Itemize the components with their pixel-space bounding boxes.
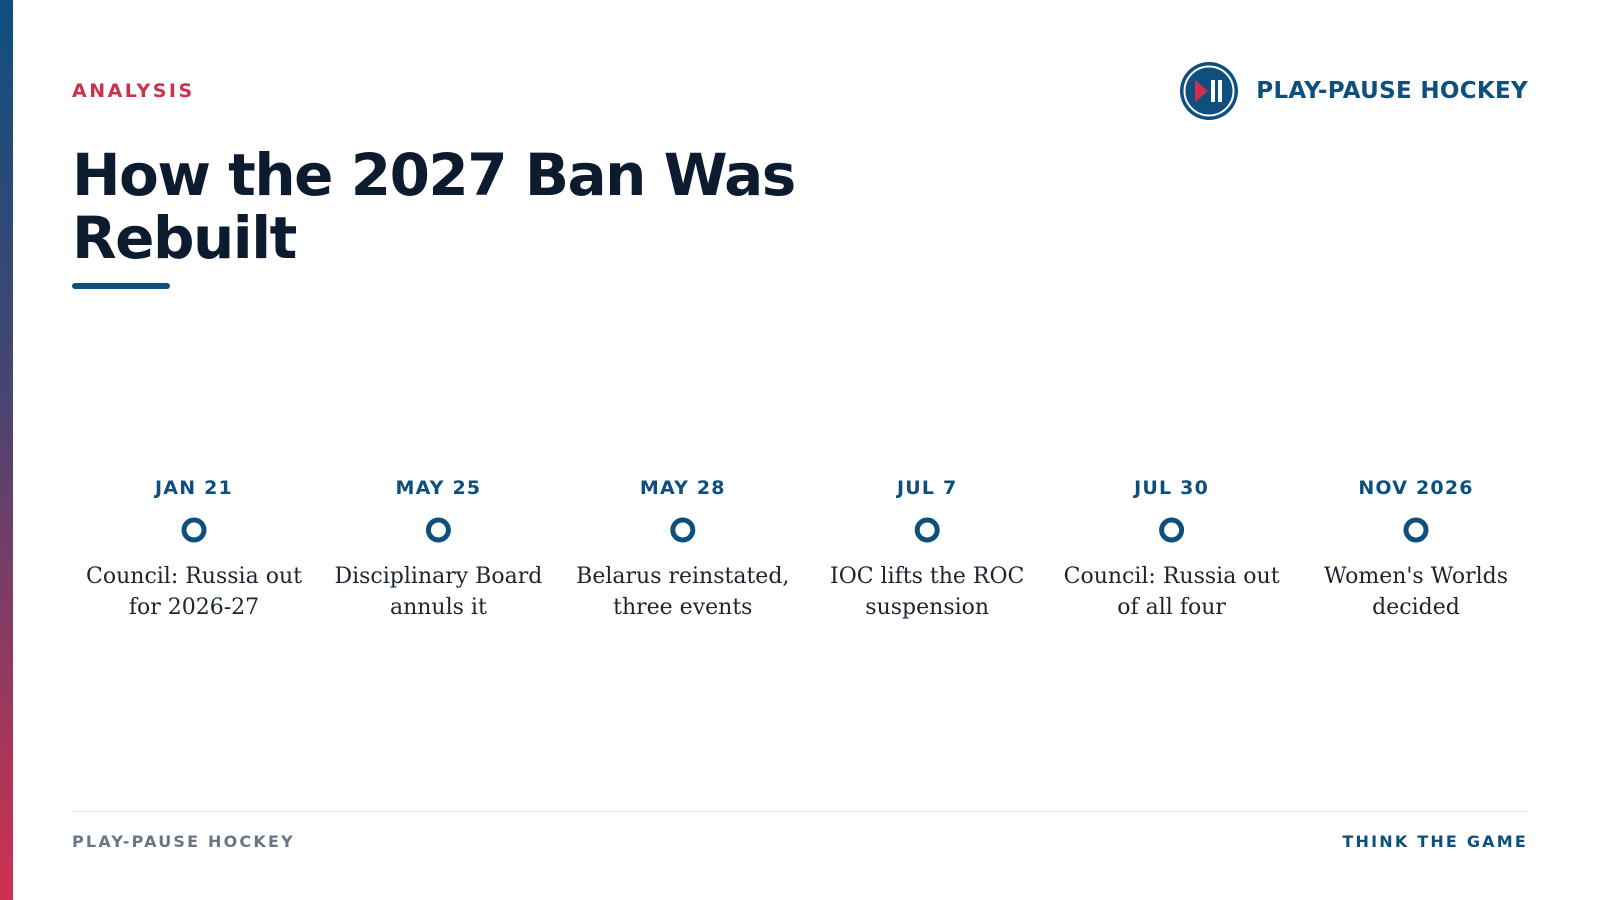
timeline-event-label: Women's Worlds decided [1323, 564, 1509, 620]
page-title: How the 2027 Ban Was Rebuilt [72, 141, 796, 272]
footer-divider [72, 811, 1528, 812]
timeline-event-label: Belarus reinstated, three events [576, 564, 790, 620]
accent-side-bar [0, 0, 13, 900]
timeline-date: MAY 25 [395, 477, 481, 499]
timeline-node [181, 517, 207, 543]
timeline-event-label: IOC lifts the ROC suspension [830, 564, 1025, 620]
timeline-node [1403, 517, 1429, 543]
timeline-event-label: Council: Russia out of all four [1063, 564, 1280, 620]
timeline-node [425, 517, 451, 543]
footer-tagline: THINK THE GAME [1342, 832, 1528, 851]
footer-brand: PLAY-PAUSE HOCKEY [72, 832, 295, 851]
timeline-event-label: Disciplinary Board annuls it [334, 564, 543, 620]
timeline-date: NOV 2026 [1358, 477, 1473, 499]
title-underline [72, 283, 170, 289]
timeline-date: MAY 28 [640, 477, 726, 499]
timeline-event-label: Council: Russia out for 2026-27 [86, 564, 302, 620]
section-kicker: ANALYSIS [72, 80, 195, 102]
timeline-date: JUL 7 [895, 477, 957, 499]
timeline-node [670, 517, 696, 543]
brand-lockup: PLAY-PAUSE HOCKEY [1178, 60, 1528, 122]
play-pause-icon [1180, 62, 1239, 120]
brand-name: PLAY-PAUSE HOCKEY [1256, 78, 1528, 104]
timeline-node [1159, 517, 1185, 543]
timeline-date: JAN 21 [153, 477, 233, 499]
timeline-date: JUL 30 [1132, 477, 1209, 499]
timeline-node [914, 517, 940, 543]
